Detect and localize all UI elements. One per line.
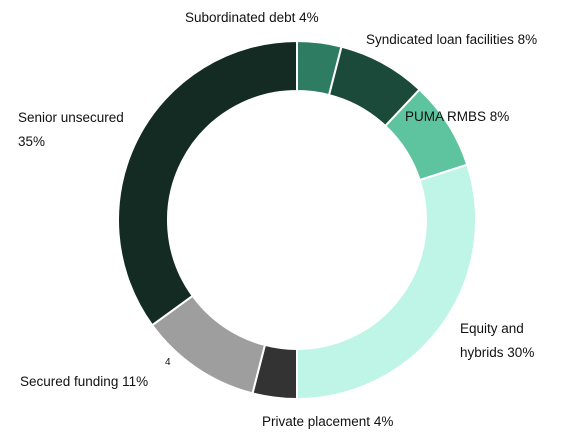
category-name: Senior unsecured — [18, 110, 124, 125]
donut-segment — [296, 163, 477, 401]
footnote-marker: 4 — [165, 357, 171, 368]
category-name: PUMA RMBS — [405, 109, 487, 124]
segment-label: Secured funding 11% — [20, 370, 190, 394]
value-label: 4% — [373, 414, 394, 429]
value-label: 8% — [489, 109, 510, 124]
value-label: 4% — [299, 10, 319, 25]
value-label: 8% — [517, 32, 538, 47]
category-name: Equity and hybrids — [460, 321, 524, 360]
segment-label: Senior unsecured 35% — [18, 106, 143, 154]
donut-segment — [117, 39, 298, 327]
value-label: 11% — [122, 374, 149, 389]
category-name: Subordinated debt — [185, 10, 296, 25]
segment-label: Syndicated loan facilities 8% — [366, 28, 575, 52]
segment-label: Equity and hybrids 30% — [460, 317, 555, 365]
segment-label: Subordinated debt 4% — [185, 6, 385, 30]
category-name: Private placement — [262, 414, 371, 429]
category-name: Secured funding — [20, 374, 119, 389]
value-label: 30% — [507, 345, 535, 360]
value-label: 35% — [18, 134, 46, 149]
segment-label: Private placement 4% — [262, 410, 462, 434]
segment-label: PUMA RMBS 8% — [405, 105, 575, 129]
category-name: Syndicated loan facilities — [366, 32, 514, 47]
